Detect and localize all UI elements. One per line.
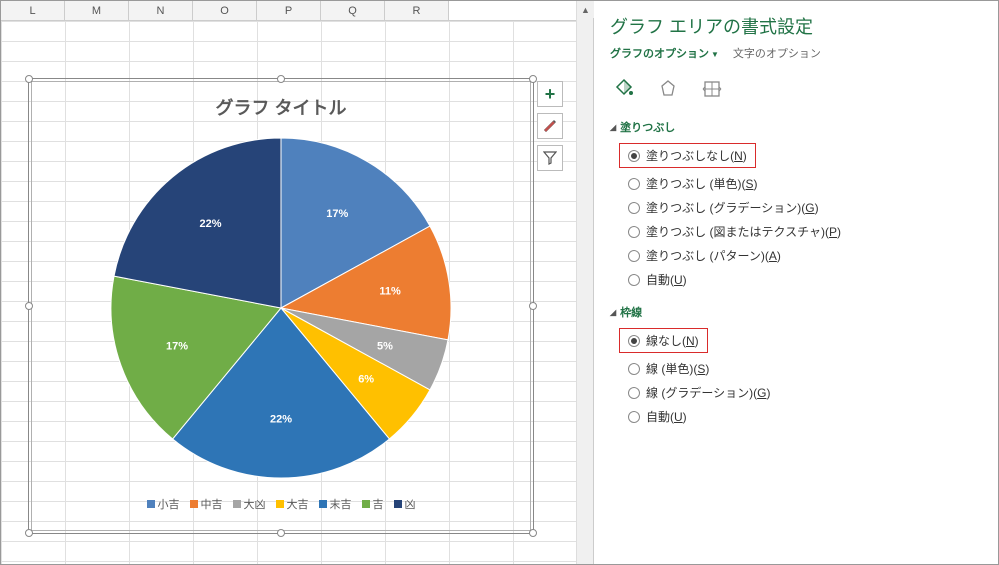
- chart-styles-button[interactable]: [537, 113, 563, 139]
- worksheet-area[interactable]: LMNOPQR グラフ タイトル 17% 11% 5% 6% 22% 17% 22% 小吉 中…: [1, 1, 593, 564]
- radio-icon: [628, 150, 640, 162]
- radio-icon: [628, 250, 640, 262]
- collapse-icon: ◢: [610, 308, 616, 317]
- collapse-icon: ◢: [610, 123, 616, 132]
- border-option[interactable]: 線 (グラデーション)(G): [628, 384, 982, 401]
- panel-title: グラフ エリアの書式設定: [610, 13, 982, 39]
- legend-swatch: [276, 500, 284, 508]
- chart-quick-buttons: +: [537, 81, 563, 171]
- tab-text-options[interactable]: 文字のオプション: [733, 45, 821, 61]
- option-label: 線なし(N): [646, 332, 699, 349]
- border-option[interactable]: 線 (単色)(S): [628, 360, 982, 377]
- radio-icon: [628, 178, 640, 190]
- slice-percent-label: 22%: [200, 218, 222, 230]
- panel-tabs: グラフのオプション▼ 文字のオプション: [610, 45, 982, 61]
- fill-option[interactable]: 塗りつぶし (パターン)(A): [628, 247, 982, 264]
- radio-icon: [628, 335, 640, 347]
- border-section: ◢ 枠線 線なし(N) 線 (単色)(S) 線 (グラデーション)(G) 自動(U): [610, 304, 982, 425]
- fill-option[interactable]: 塗りつぶし (単色)(S): [628, 175, 982, 192]
- legend-swatch: [362, 500, 370, 508]
- legend-label: 吉: [373, 496, 384, 512]
- slice-percent-label: 17%: [326, 208, 348, 220]
- slice-percent-label: 11%: [379, 286, 401, 298]
- chart-filter-button[interactable]: [537, 145, 563, 171]
- section-label: 塗りつぶし: [620, 119, 675, 135]
- option-label: 線 (単色)(S): [646, 360, 709, 377]
- radio-icon: [628, 202, 640, 214]
- fill-option[interactable]: 塗りつぶしなし(N): [619, 143, 756, 168]
- column-header[interactable]: N: [129, 1, 193, 20]
- legend-label: 中吉: [201, 496, 223, 512]
- legend-item[interactable]: 大凶: [233, 496, 266, 512]
- option-label: 自動(U): [646, 408, 687, 425]
- category-icons: [610, 75, 982, 103]
- legend-item[interactable]: 中吉: [190, 496, 223, 512]
- fill-option[interactable]: 塗りつぶし (図またはテクスチャ)(P): [628, 223, 982, 240]
- format-pane: グラフ エリアの書式設定 グラフのオプション▼ 文字のオプション ◢ 塗りつぶし…: [593, 1, 998, 564]
- section-label: 枠線: [620, 304, 642, 320]
- scroll-up-arrow[interactable]: ▲: [577, 1, 594, 18]
- column-header[interactable]: L: [1, 1, 65, 20]
- legend-swatch: [394, 500, 402, 508]
- fill-options: 塗りつぶしなし(N) 塗りつぶし (単色)(S) 塗りつぶし (グラデーション)(G…: [610, 143, 982, 288]
- option-label: 塗りつぶし (単色)(S): [646, 175, 757, 192]
- fill-outline-icon[interactable]: [610, 75, 638, 103]
- column-header[interactable]: Q: [321, 1, 385, 20]
- legend-label: 末吉: [330, 496, 352, 512]
- slice-percent-label: 5%: [377, 340, 393, 352]
- option-label: 塗りつぶし (パターン)(A): [646, 247, 781, 264]
- radio-icon: [628, 363, 640, 375]
- legend-swatch: [147, 500, 155, 508]
- fill-option[interactable]: 自動(U): [628, 271, 982, 288]
- option-label: 線 (グラデーション)(G): [646, 384, 770, 401]
- legend-item[interactable]: 末吉: [319, 496, 352, 512]
- radio-icon: [628, 387, 640, 399]
- radio-icon: [628, 226, 640, 238]
- fill-option[interactable]: 塗りつぶし (グラデーション)(G): [628, 199, 982, 216]
- option-label: 自動(U): [646, 271, 687, 288]
- legend-swatch: [233, 500, 241, 508]
- legend-item[interactable]: 小吉: [147, 496, 180, 512]
- column-headers: LMNOPQR: [1, 1, 593, 21]
- legend-item[interactable]: 凶: [394, 496, 416, 512]
- column-header[interactable]: R: [385, 1, 449, 20]
- fill-section: ◢ 塗りつぶし 塗りつぶしなし(N) 塗りつぶし (単色)(S) 塗りつぶし (グラ…: [610, 119, 982, 288]
- option-label: 塗りつぶし (図またはテクスチャ)(P): [646, 223, 841, 240]
- slice-percent-label: 6%: [358, 373, 374, 385]
- tab-chart-options[interactable]: グラフのオプション▼: [610, 45, 719, 61]
- legend-label: 大吉: [287, 496, 309, 512]
- legend-item[interactable]: 吉: [362, 496, 384, 512]
- slice-percent-label: 22%: [270, 414, 292, 426]
- legend-label: 凶: [405, 496, 416, 512]
- border-options: 線なし(N) 線 (単色)(S) 線 (グラデーション)(G) 自動(U): [610, 328, 982, 425]
- radio-icon: [628, 274, 640, 286]
- chart-legend[interactable]: 小吉 中吉 大凶 大吉 末吉 吉 凶: [32, 488, 530, 512]
- column-header[interactable]: M: [65, 1, 129, 20]
- radio-icon: [628, 411, 640, 423]
- effects-icon[interactable]: [654, 75, 682, 103]
- chart-title[interactable]: グラフ タイトル: [32, 82, 530, 128]
- legend-item[interactable]: 大吉: [276, 496, 309, 512]
- chart-object[interactable]: グラフ タイトル 17% 11% 5% 6% 22% 17% 22% 小吉 中吉 大凶 大吉 末吉 吉…: [31, 81, 531, 531]
- border-section-header[interactable]: ◢ 枠線: [610, 304, 982, 320]
- column-header[interactable]: O: [193, 1, 257, 20]
- column-header[interactable]: P: [257, 1, 321, 20]
- option-label: 塗りつぶし (グラデーション)(G): [646, 199, 819, 216]
- option-label: 塗りつぶしなし(N): [646, 147, 747, 164]
- legend-label: 大凶: [244, 496, 266, 512]
- border-option[interactable]: 自動(U): [628, 408, 982, 425]
- border-option[interactable]: 線なし(N): [619, 328, 708, 353]
- slice-percent-label: 17%: [166, 340, 188, 352]
- size-properties-icon[interactable]: [698, 75, 726, 103]
- fill-section-header[interactable]: ◢ 塗りつぶし: [610, 119, 982, 135]
- pie-chart[interactable]: 17% 11% 5% 6% 22% 17% 22%: [101, 128, 461, 488]
- legend-label: 小吉: [158, 496, 180, 512]
- legend-swatch: [319, 500, 327, 508]
- vertical-scrollbar[interactable]: ▲: [576, 1, 593, 564]
- chart-elements-button[interactable]: +: [537, 81, 563, 107]
- legend-swatch: [190, 500, 198, 508]
